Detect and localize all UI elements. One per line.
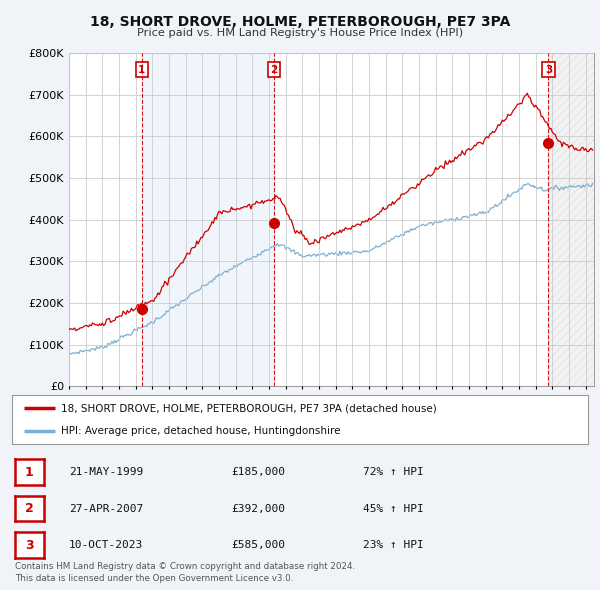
Text: 27-APR-2007: 27-APR-2007 bbox=[69, 504, 143, 513]
Text: 18, SHORT DROVE, HOLME, PETERBOROUGH, PE7 3PA: 18, SHORT DROVE, HOLME, PETERBOROUGH, PE… bbox=[90, 15, 510, 29]
Text: Price paid vs. HM Land Registry's House Price Index (HPI): Price paid vs. HM Land Registry's House … bbox=[137, 28, 463, 38]
Text: 45% ↑ HPI: 45% ↑ HPI bbox=[363, 504, 424, 513]
Text: 18, SHORT DROVE, HOLME, PETERBOROUGH, PE7 3PA (detached house): 18, SHORT DROVE, HOLME, PETERBOROUGH, PE… bbox=[61, 404, 437, 414]
Text: 3: 3 bbox=[25, 539, 34, 552]
Text: 23% ↑ HPI: 23% ↑ HPI bbox=[363, 540, 424, 550]
Text: 1: 1 bbox=[138, 65, 145, 75]
Text: 21-MAY-1999: 21-MAY-1999 bbox=[69, 467, 143, 477]
Text: 72% ↑ HPI: 72% ↑ HPI bbox=[363, 467, 424, 477]
Bar bbox=[142, 53, 274, 386]
Text: HPI: Average price, detached house, Huntingdonshire: HPI: Average price, detached house, Hunt… bbox=[61, 425, 340, 435]
Bar bbox=[548, 53, 594, 386]
Text: Contains HM Land Registry data © Crown copyright and database right 2024.
This d: Contains HM Land Registry data © Crown c… bbox=[15, 562, 355, 583]
Text: 10-OCT-2023: 10-OCT-2023 bbox=[69, 540, 143, 550]
Text: 3: 3 bbox=[545, 65, 552, 75]
Text: 1: 1 bbox=[25, 466, 34, 478]
Text: £392,000: £392,000 bbox=[231, 504, 285, 513]
Text: £585,000: £585,000 bbox=[231, 540, 285, 550]
Text: 2: 2 bbox=[271, 65, 278, 75]
Text: 2: 2 bbox=[25, 502, 34, 515]
Text: £185,000: £185,000 bbox=[231, 467, 285, 477]
